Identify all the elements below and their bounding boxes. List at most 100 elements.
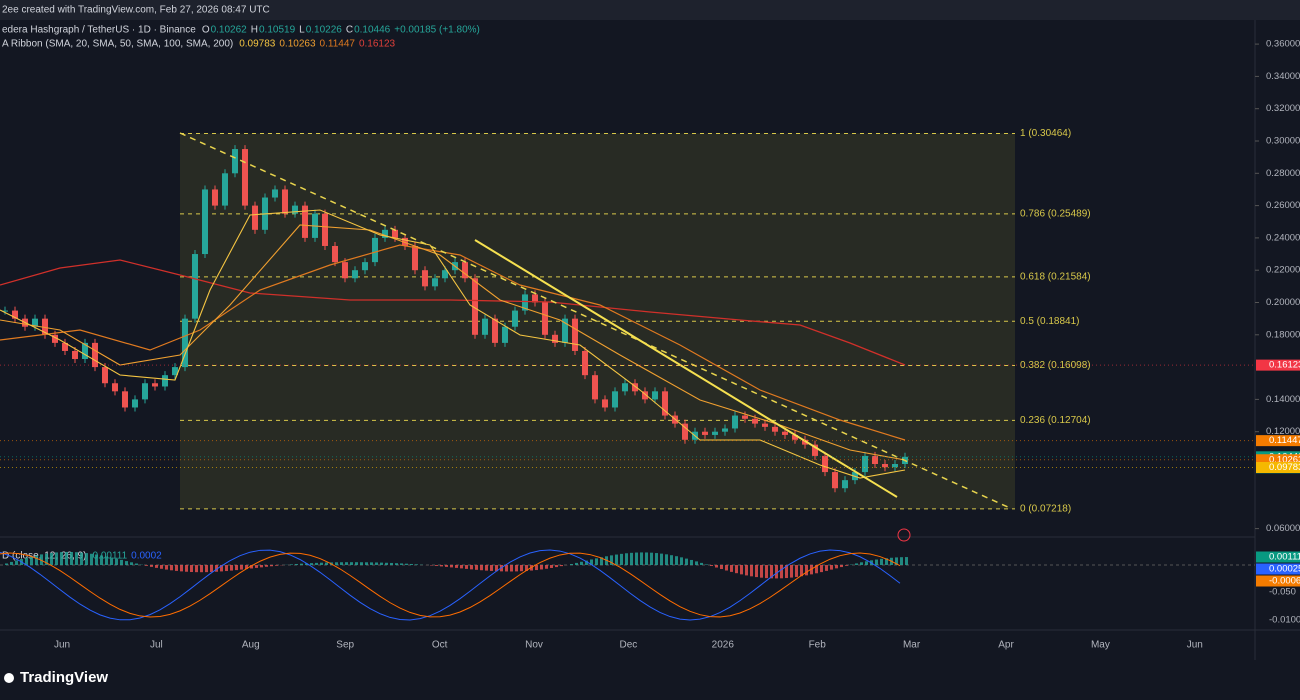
candle <box>12 310 18 319</box>
macd-bar <box>325 562 328 565</box>
price-tick-label: 0.28000 <box>1266 168 1300 179</box>
candle <box>202 189 208 255</box>
macd-bar <box>855 563 858 565</box>
macd-bar <box>410 563 413 565</box>
candle <box>652 391 658 400</box>
macd-bar <box>355 562 358 565</box>
macd-bar <box>720 565 723 570</box>
candle <box>702 431 708 435</box>
time-label: Jun <box>1187 640 1203 651</box>
macd-bar <box>475 565 478 570</box>
macd-bar <box>755 565 758 578</box>
ribbon-value: 0.11447 <box>320 39 356 50</box>
candle <box>42 318 48 335</box>
alert-icon[interactable] <box>897 528 911 542</box>
macd-bar <box>65 551 68 565</box>
macd-bar <box>860 562 863 565</box>
top-bar <box>0 0 1300 20</box>
macd-bar <box>495 565 498 572</box>
candle <box>772 426 778 432</box>
signal-line <box>0 552 901 618</box>
macd-bar <box>440 565 443 567</box>
candle <box>272 189 278 198</box>
candle <box>152 383 158 387</box>
candle <box>542 302 548 335</box>
macd-bar <box>645 552 648 565</box>
sma-100 <box>0 244 906 441</box>
macd-bar <box>375 562 378 565</box>
macd-bar <box>45 553 48 565</box>
price-tick-label: 0.24000 <box>1266 232 1300 243</box>
macd-bar <box>390 562 393 565</box>
candle <box>562 318 568 343</box>
macd-bar <box>245 565 248 570</box>
trend-line <box>474 239 898 498</box>
candle <box>752 418 758 424</box>
candle <box>792 434 798 440</box>
price-tick-label: 0.06000 <box>1266 523 1300 534</box>
macd-bar <box>85 553 88 565</box>
macd-bar <box>110 557 113 565</box>
candle <box>552 334 558 343</box>
candle <box>662 391 668 416</box>
macd-tag <box>1256 575 1300 587</box>
macd-bar <box>205 565 208 573</box>
macd-line <box>0 549 901 621</box>
macd-bar <box>490 565 493 571</box>
candle <box>882 464 888 468</box>
macd-bar <box>545 565 548 569</box>
candle <box>252 205 258 230</box>
macd-bar <box>725 565 728 571</box>
price-tick-label: 0.36000 <box>1266 39 1300 50</box>
candle <box>482 318 488 335</box>
price-tag-label: 0.16123 <box>1269 360 1300 371</box>
candle <box>842 480 848 489</box>
macd-bar <box>715 565 718 568</box>
macd-bar <box>785 565 788 579</box>
macd-bar <box>505 565 508 572</box>
macd-bar <box>185 565 188 572</box>
macd-bar <box>395 563 398 565</box>
macd-bar <box>320 562 323 565</box>
macd-bar <box>25 557 28 565</box>
macd-bar <box>510 565 513 572</box>
macd-bar <box>40 554 43 565</box>
macd-bar <box>350 562 353 565</box>
price-tick-label: 0.18000 <box>1266 329 1300 340</box>
macd-bar <box>90 553 93 565</box>
macd-bar <box>485 565 488 571</box>
macd-tick-label: -0.0006 <box>1269 576 1300 587</box>
candle <box>432 278 438 287</box>
change: +0.00185 (+1.80%) <box>394 25 480 36</box>
sma-20 <box>0 209 906 479</box>
candle <box>332 245 338 263</box>
trend-dashed <box>179 132 1011 509</box>
macd-bar <box>675 556 678 565</box>
macd-bar <box>275 565 278 566</box>
candle <box>712 431 718 435</box>
time-label: Oct <box>432 640 448 651</box>
macd-bar <box>365 562 368 565</box>
price-tag-label: 0.09783 <box>1269 462 1300 473</box>
time-label: May <box>1091 640 1110 651</box>
macd-bar <box>265 565 268 567</box>
macd-bar <box>335 562 338 565</box>
candle <box>832 472 838 489</box>
macd-bar <box>10 561 13 565</box>
macd-bar <box>535 565 538 571</box>
macd-bar <box>470 565 473 570</box>
candle <box>92 342 98 368</box>
price-tag <box>1256 359 1300 371</box>
candle <box>72 350 78 360</box>
candle <box>732 415 738 429</box>
macd-bar <box>360 562 363 565</box>
candle <box>642 391 648 400</box>
macd-bar <box>660 553 663 565</box>
macd-bar <box>635 552 638 565</box>
time-label: Sep <box>336 640 354 651</box>
macd-bar <box>835 565 838 569</box>
macd-bar <box>905 557 908 565</box>
price-tick-label: 0.20000 <box>1266 297 1300 308</box>
